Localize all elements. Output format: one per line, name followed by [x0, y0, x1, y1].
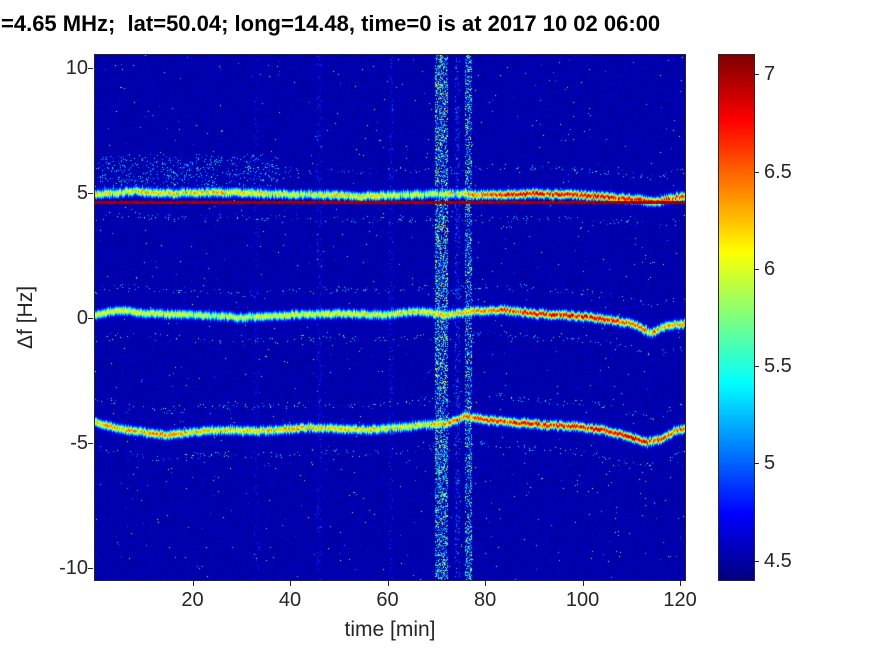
colorbar-tick-label: 6.5 [764, 160, 792, 183]
x-tick-label: 100 [565, 589, 600, 611]
x-axis-label: time [min] [344, 618, 436, 641]
colorbar-tick-label: 5 [764, 452, 776, 475]
y-tick-label: 5 [76, 181, 88, 204]
colorbar-tick-mark [755, 463, 759, 465]
colorbar-tick-label: 7 [764, 63, 776, 86]
colorbar-canvas [719, 55, 754, 580]
y-tick-label: -10 [59, 556, 88, 579]
y-tick-mark [88, 192, 93, 194]
x-tick-mark [582, 581, 584, 586]
x-tick-mark [192, 581, 194, 586]
plot-area [94, 54, 686, 581]
y-tick-mark [88, 317, 93, 319]
x-tick-label: 20 [181, 589, 204, 611]
y-tick-mark [88, 442, 93, 444]
figure-title: =4.65 MHz; lat=50.04; long=14.48, time=0… [1, 11, 661, 36]
x-tick-label: 80 [473, 589, 497, 611]
x-tick-mark [485, 581, 487, 586]
colorbar-tick-mark [755, 74, 759, 76]
y-tick-mark [88, 67, 93, 69]
x-tick-mark [680, 581, 682, 586]
y-tick-label: -5 [70, 431, 88, 454]
colorbar-tick-label: 6 [764, 257, 776, 280]
y-tick-mark [88, 567, 93, 569]
colorbar-tick-mark [755, 171, 759, 173]
x-tick-label: 60 [376, 589, 399, 611]
x-tick-mark [290, 581, 292, 586]
colorbar-tick-label: 4.5 [764, 549, 792, 572]
x-tick-mark [387, 581, 389, 586]
y-axis-label: Δf [Hz] [14, 285, 37, 350]
x-tick-label: 40 [278, 589, 302, 611]
y-tick-label: 0 [76, 306, 88, 329]
x-tick-label: 120 [663, 589, 697, 611]
y-tick-label: 10 [65, 56, 88, 79]
spectrogram-canvas [95, 55, 685, 580]
colorbar [718, 54, 755, 581]
colorbar-tick-mark [755, 268, 759, 270]
colorbar-tick-mark [755, 366, 759, 368]
colorbar-tick-label: 5.5 [764, 355, 792, 378]
colorbar-tick-mark [755, 560, 759, 562]
